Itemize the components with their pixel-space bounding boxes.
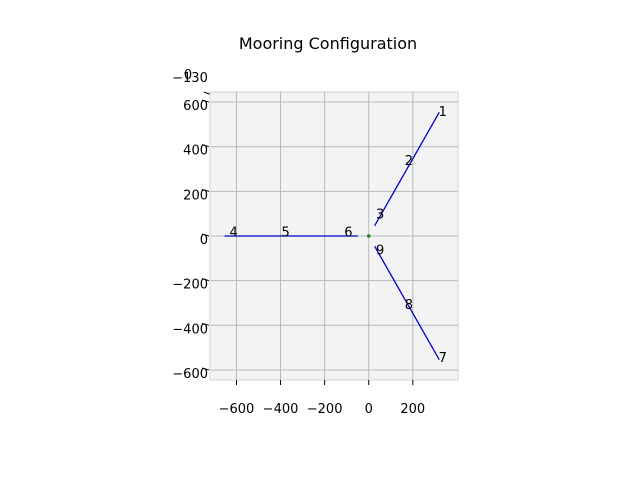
y-tick-label-2: −200 [172, 278, 208, 293]
node-label-4: 4 [229, 226, 237, 241]
y-tick-label-0: −600 [172, 367, 208, 382]
plot-area: −600 −400 −200 0 200 −600 −400 −200 0 200 400 600 1 2… [172, 91, 459, 417]
y-tick-label-6: 600 [183, 99, 208, 114]
node-label-6: 6 [344, 226, 352, 241]
y-tick-mark-3 [201, 233, 210, 237]
x-tick-label-4: 200 [400, 402, 425, 417]
y-tick-label-5: 400 [183, 144, 208, 159]
y-tick-mark-4 [201, 188, 210, 192]
node-label-1: 1 [439, 105, 447, 120]
y-tick-mark-1 [201, 322, 210, 326]
y-tick-mark-0 [201, 367, 210, 371]
node-label-2: 2 [405, 154, 413, 169]
x-tick-label-2: −200 [307, 402, 343, 417]
node-label-7: 7 [439, 351, 447, 366]
y-tick-mark-2 [201, 278, 210, 282]
node-label-8: 8 [405, 298, 413, 313]
plot-frame [209, 91, 459, 381]
node-label-3: 3 [376, 208, 384, 223]
z-axis-tick-label-low: −130 [172, 71, 208, 86]
y-tick-label-1: −400 [172, 322, 208, 337]
mooring-line-1 [374, 111, 440, 227]
y-tick-label-4: 200 [183, 188, 208, 203]
z-axis-tick-label-zero: 0 [184, 68, 192, 83]
x-tick-label-3: 0 [365, 402, 373, 417]
x-tick-label-0: −600 [219, 402, 255, 417]
mooring-line-3 [374, 245, 440, 361]
y-tick-mark-6 [201, 99, 210, 103]
y-tick-label-3: 0 [200, 233, 208, 248]
center-marker [366, 234, 371, 238]
y-tick-mark-5 [201, 144, 210, 148]
x-tick-label-1: −400 [263, 402, 299, 417]
node-label-5: 5 [281, 226, 289, 241]
chart-title: Mooring Configuration [239, 34, 417, 53]
node-label-9: 9 [376, 243, 384, 258]
